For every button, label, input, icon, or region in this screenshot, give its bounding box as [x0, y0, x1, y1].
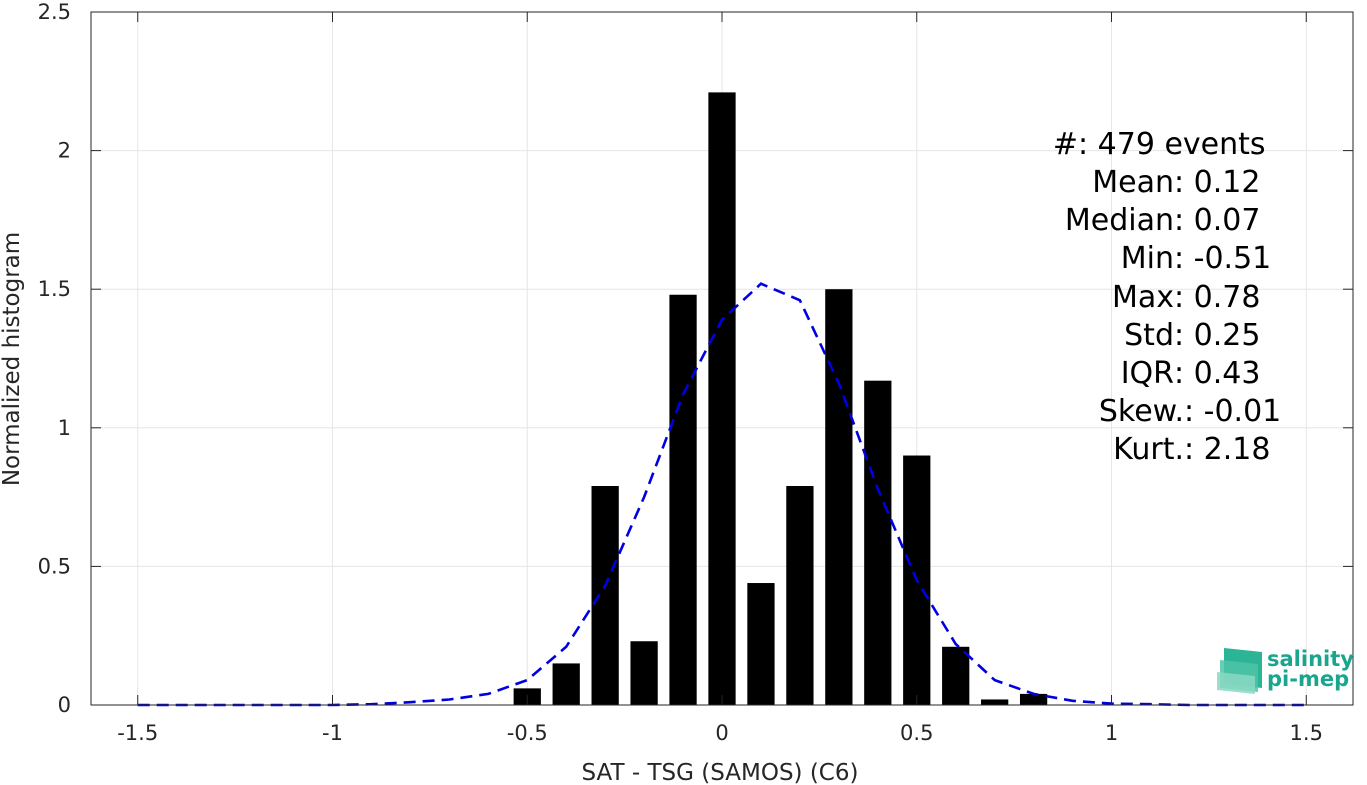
histogram-bar-5: [708, 92, 736, 705]
x-tick-label-1: -1: [322, 721, 343, 745]
salinity-pi-mep-logo: salinity pi-mep: [1217, 647, 1354, 694]
logo-mark-icon: [1217, 648, 1262, 694]
x-tick-label-4: 0.5: [900, 721, 933, 745]
y-tick-label-2: 1: [58, 416, 71, 440]
stat-label-4: Max: [1112, 280, 1174, 315]
stat-label-6: IQR: [1121, 356, 1174, 391]
x-axis-label: SAT - TSG (SAMOS) (C6): [582, 760, 859, 785]
histogram-bar-6: [747, 583, 775, 705]
x-tick-label-6: 1.5: [1290, 721, 1323, 745]
histogram-bar-12: [981, 699, 1009, 705]
histogram-bar-3: [630, 641, 658, 705]
stat-label-8: Kurt.: [1113, 432, 1184, 467]
stat-label-7: Skew.: [1099, 394, 1184, 429]
histogram-bar-8: [825, 289, 853, 705]
stat-value-5: : 0.25: [1174, 318, 1260, 353]
histogram-bar-11: [942, 646, 970, 705]
stat-value-6: : 0.43: [1174, 356, 1260, 391]
x-tick-label-0: -1.5: [117, 721, 158, 745]
histogram-bar-1: [552, 663, 580, 705]
stat-label-0: #: [1053, 127, 1078, 162]
logo-line2: pi-mep: [1267, 667, 1349, 691]
stat-label-1: Mean: [1092, 165, 1174, 200]
x-tick-label-5: 1: [1105, 721, 1118, 745]
x-tick-label-3: 0: [715, 721, 728, 745]
histogram-bar-2: [591, 486, 619, 705]
stat-label-2: Median: [1065, 203, 1174, 238]
histogram-bar-13: [1019, 693, 1048, 705]
histogram-bars: [513, 92, 1048, 705]
y-axis-label: Normalized histogram: [0, 232, 25, 486]
stat-label-3: Min: [1121, 241, 1174, 276]
y-tick-label-0: 0: [58, 693, 71, 717]
stat-value-7: : -0.01: [1184, 394, 1281, 429]
stat-label-5: Std: [1124, 318, 1174, 353]
logo-line1: salinity: [1267, 647, 1354, 671]
y-tick-label-1: 0.5: [38, 554, 71, 578]
y-tick-label-3: 1.5: [38, 277, 71, 301]
stat-value-8: : 2.18: [1184, 432, 1270, 467]
stat-value-0: : 479 events: [1078, 127, 1266, 162]
histogram-bar-4: [669, 294, 697, 705]
histogram-bar-7: [786, 486, 814, 705]
tick-labels: -1.5 -1 -0.5 0 0.5 1 1.5 0 0.5 1 1.5 2 2.5: [38, 0, 1323, 745]
stat-value-1: : 0.12: [1174, 165, 1260, 200]
stat-value-3: : -0.51: [1174, 241, 1271, 276]
stat-value-4: : 0.78: [1174, 280, 1260, 315]
stat-value-2: : 0.07: [1174, 203, 1260, 238]
y-tick-label-5: 2.5: [38, 0, 71, 24]
histogram-bar-9: [864, 380, 892, 705]
x-tick-label-2: -0.5: [507, 721, 548, 745]
plot-axes: [90, 11, 1354, 706]
y-tick-label-4: 2: [58, 139, 71, 163]
